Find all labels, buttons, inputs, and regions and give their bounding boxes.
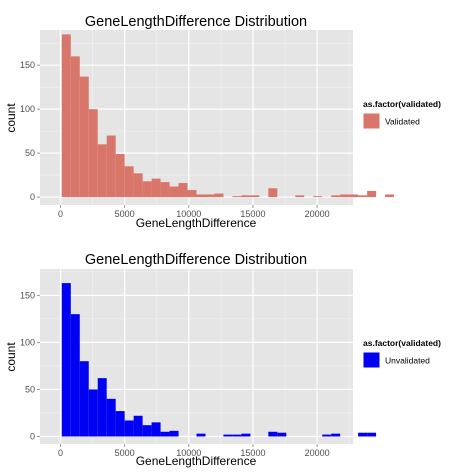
histogram-bar	[151, 178, 161, 198]
legend-title: as.factor(validated)	[363, 338, 441, 348]
histogram-bar	[61, 34, 71, 198]
histogram-bar	[70, 314, 80, 437]
x-axis-ticks: 0 5000 10000 15000 20000	[58, 205, 330, 219]
histogram-bar	[115, 153, 125, 198]
chart-unvalidated: GeneLengthDifference Distribution 0 50 100…	[4, 252, 441, 468]
histogram-bar	[322, 434, 332, 437]
histogram-bar	[151, 422, 161, 437]
histogram-bar	[70, 56, 80, 198]
x-tick-label: 10000	[176, 448, 201, 458]
histogram-bar	[142, 425, 152, 437]
histogram-bar	[79, 361, 89, 437]
histogram-bar	[160, 431, 170, 437]
histogram-bar	[79, 76, 89, 198]
legend-key	[362, 112, 381, 130]
chart-title: GeneLengthDifference Distribution	[85, 14, 307, 30]
histogram-bar	[358, 432, 368, 437]
histogram-bar	[214, 193, 224, 198]
histogram-bar	[187, 190, 197, 198]
legend-label: Validated	[385, 117, 420, 127]
legend: as.factor(validated) Unvalidated	[362, 338, 441, 369]
x-tick-label: 5000	[115, 448, 135, 458]
x-tick-label: 10000	[176, 209, 201, 219]
histogram-bar	[385, 194, 395, 198]
histogram-bar	[268, 431, 278, 437]
histogram-bar	[97, 378, 107, 437]
gridlines	[40, 30, 353, 205]
x-axis-title: GeneLengthDifference	[136, 216, 257, 230]
histogram-bars	[61, 283, 377, 437]
histogram-bar	[358, 195, 368, 198]
y-tick-label: 150	[20, 290, 35, 300]
histogram-bar	[88, 389, 98, 437]
y-tick-label: 50	[25, 384, 35, 394]
histogram-bar	[106, 135, 116, 198]
y-tick-label: 100	[20, 337, 35, 347]
x-tick-label: 20000	[305, 209, 330, 219]
x-tick-label: 0	[58, 448, 63, 458]
histogram-bar	[295, 195, 305, 198]
legend-label: Unvalidated	[385, 356, 430, 366]
histogram-bar	[115, 411, 125, 437]
legend: as.factor(validated) Validated	[362, 99, 441, 130]
histogram-bar	[61, 283, 71, 437]
histogram-bar	[97, 144, 107, 198]
y-tick-label: 0	[30, 431, 35, 441]
y-tick-label: 150	[20, 60, 35, 70]
chart-validated: GeneLengthDifference Distribution 0 50 100…	[4, 14, 441, 230]
histogram-bar	[124, 166, 134, 198]
legend-key	[362, 351, 381, 369]
y-tick-label: 50	[25, 148, 35, 158]
histogram-bar	[268, 188, 278, 198]
legend-title: as.factor(validated)	[363, 99, 441, 109]
histogram-bar	[142, 181, 152, 198]
histogram-bar	[205, 194, 215, 198]
x-axis-ticks: 0 5000 10000 15000 20000	[58, 444, 330, 458]
histogram-bar	[160, 182, 170, 198]
y-tick-label: 0	[30, 192, 35, 202]
x-axis-title: GeneLengthDifference	[136, 454, 257, 468]
histogram-bar	[277, 432, 287, 437]
histogram-bar	[232, 434, 242, 437]
x-tick-label: 15000	[240, 448, 265, 458]
histogram-bar	[232, 196, 242, 198]
x-tick-label: 15000	[240, 209, 265, 219]
histogram-bar	[313, 196, 323, 198]
histogram-bar	[178, 183, 188, 198]
histogram-bars	[61, 34, 395, 198]
histogram-bar	[88, 109, 98, 198]
histogram-bar	[241, 433, 251, 437]
histogram-bar	[106, 398, 116, 437]
y-axis-title: count	[4, 342, 18, 372]
chart-title: GeneLengthDifference Distribution	[85, 252, 307, 268]
histogram-bar	[241, 195, 251, 198]
y-axis-title: count	[4, 103, 18, 133]
histogram-bar	[367, 190, 377, 198]
histogram-bar	[331, 195, 341, 198]
histogram-bar	[124, 420, 134, 437]
y-axis-ticks: 0 50 100 150	[20, 290, 40, 441]
y-axis-ticks: 0 50 100 150	[20, 60, 40, 202]
x-tick-label: 5000	[115, 209, 135, 219]
histogram-bar	[133, 173, 143, 198]
x-tick-label: 0	[58, 209, 63, 219]
histogram-bar	[196, 433, 206, 437]
y-tick-label: 100	[20, 104, 35, 114]
histogram-bar	[367, 432, 377, 437]
histogram-bar	[169, 186, 179, 198]
histogram-bar	[196, 194, 206, 198]
histogram-bar	[340, 194, 350, 198]
histogram-bar	[169, 430, 179, 437]
histogram-bar	[133, 415, 143, 437]
histogram-bar	[349, 194, 359, 198]
histogram-bar	[223, 434, 233, 437]
histogram-bar	[331, 433, 341, 437]
histogram-bar	[250, 195, 260, 198]
x-tick-label: 20000	[305, 448, 330, 458]
